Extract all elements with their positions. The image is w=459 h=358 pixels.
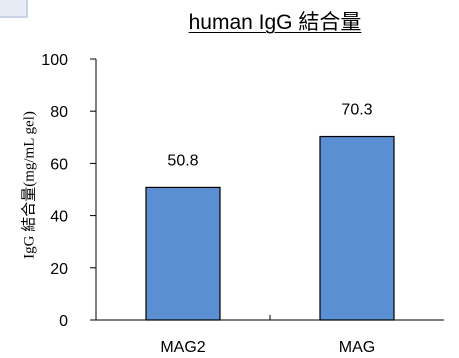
- data-label: 50.8: [167, 152, 198, 169]
- bar-mag: [319, 135, 395, 321]
- x-tick-label: MAG2: [160, 339, 205, 356]
- bar-mag2: [145, 186, 221, 321]
- bars: 50.8 70.3: [145, 102, 395, 321]
- y-ticks: 0 20 40 60 80 100: [41, 52, 96, 330]
- y-tick-label: 100: [41, 52, 68, 69]
- y-tick-label: 40: [50, 209, 68, 226]
- y-tick-label: 0: [59, 313, 68, 330]
- corner-tab-decoration: [0, 0, 28, 18]
- x-tick-labels: MAG2 MAG: [160, 315, 375, 356]
- y-tick-label: 80: [50, 104, 68, 121]
- y-tick-label: 20: [50, 261, 68, 278]
- x-tick-label: MAG: [339, 339, 375, 356]
- data-label: 70.3: [341, 102, 372, 119]
- chart-title: human IgG 結合量: [188, 11, 362, 34]
- y-tick-label: 60: [50, 156, 68, 173]
